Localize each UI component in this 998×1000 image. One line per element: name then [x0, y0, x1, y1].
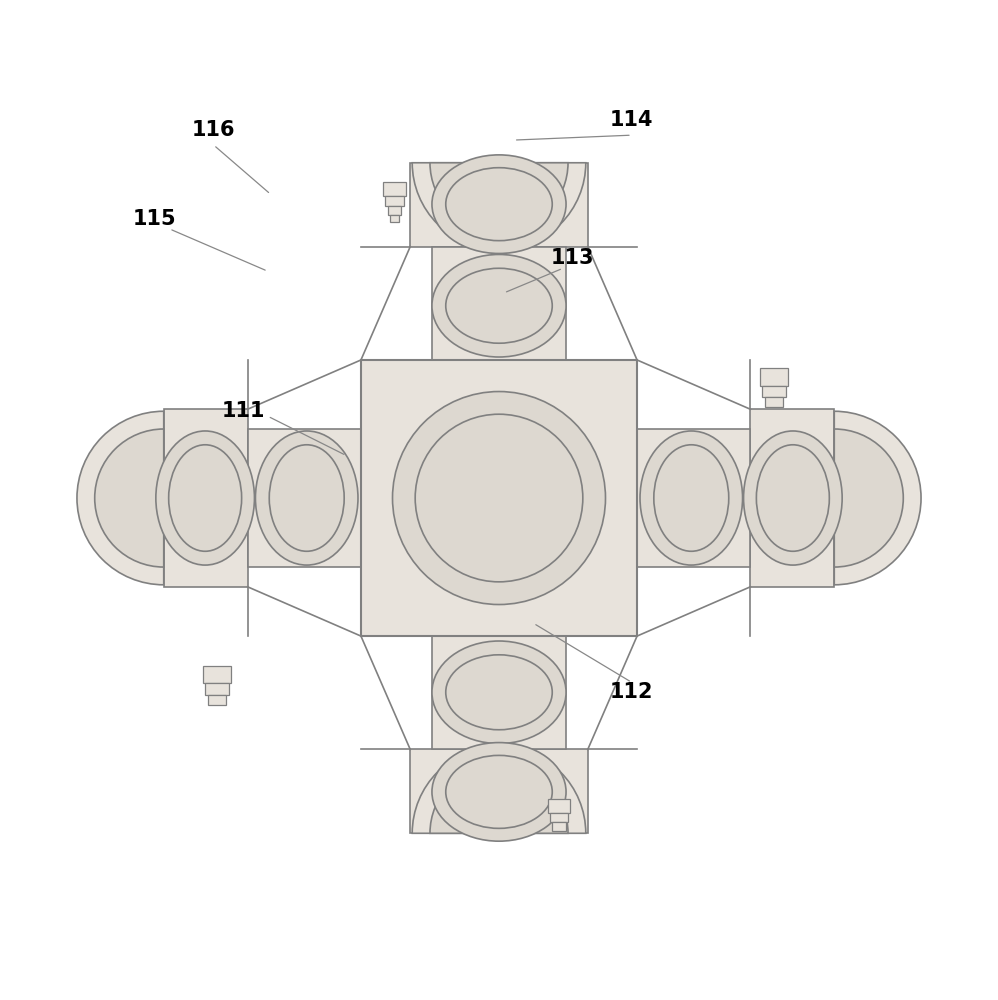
Ellipse shape	[269, 445, 344, 551]
Bar	[762, 386, 786, 397]
Bar	[760, 368, 788, 386]
Text: 116: 116	[192, 120, 236, 140]
Bar	[248, 429, 361, 567]
Ellipse shape	[640, 431, 743, 565]
Ellipse shape	[432, 641, 566, 744]
Bar	[389, 215, 399, 222]
Ellipse shape	[446, 168, 552, 241]
Wedge shape	[430, 764, 568, 833]
Wedge shape	[834, 411, 921, 585]
Text: 113: 113	[551, 248, 595, 268]
Bar	[164, 409, 248, 587]
Bar	[382, 182, 406, 196]
Bar	[765, 397, 783, 407]
Text: 114: 114	[610, 110, 654, 130]
Ellipse shape	[255, 431, 358, 565]
Wedge shape	[95, 429, 164, 567]
Wedge shape	[430, 163, 568, 232]
Text: 111: 111	[222, 401, 264, 421]
Circle shape	[415, 414, 583, 582]
Ellipse shape	[432, 743, 566, 841]
Ellipse shape	[156, 431, 254, 565]
Bar	[384, 196, 404, 206]
Bar	[361, 360, 637, 636]
Ellipse shape	[432, 155, 566, 253]
Bar	[204, 666, 231, 683]
Ellipse shape	[169, 445, 242, 551]
Text: 112: 112	[610, 682, 654, 702]
Bar	[432, 636, 566, 749]
Ellipse shape	[446, 655, 552, 730]
Wedge shape	[834, 429, 903, 567]
Circle shape	[392, 392, 606, 605]
Bar	[209, 695, 226, 705]
Ellipse shape	[756, 445, 829, 551]
Ellipse shape	[432, 254, 566, 357]
Bar	[206, 683, 229, 695]
Wedge shape	[412, 163, 586, 250]
Bar	[432, 247, 566, 360]
Ellipse shape	[446, 755, 552, 828]
Ellipse shape	[446, 268, 552, 343]
Text: 115: 115	[133, 209, 177, 229]
Bar	[552, 822, 566, 831]
Bar	[410, 163, 588, 247]
Bar	[750, 409, 834, 587]
Bar	[550, 813, 568, 822]
Bar	[548, 799, 570, 813]
Wedge shape	[412, 747, 586, 833]
Bar	[387, 206, 401, 215]
Bar	[410, 749, 588, 833]
Wedge shape	[77, 411, 164, 585]
Ellipse shape	[744, 431, 842, 565]
Bar	[637, 429, 750, 567]
Ellipse shape	[654, 445, 729, 551]
